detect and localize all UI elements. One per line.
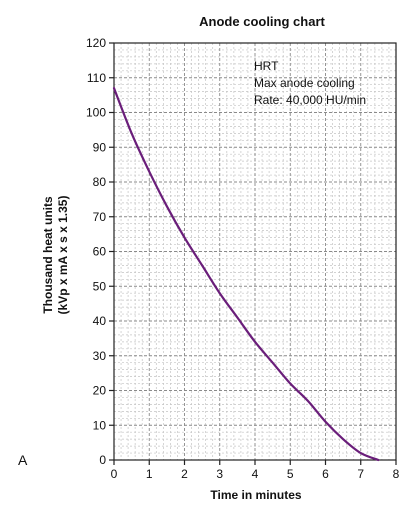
y-tick-label: 120 [86, 36, 106, 50]
y-tick-label: 70 [93, 210, 107, 224]
annotation-line-1: HRT [254, 59, 279, 73]
x-tick-label: 2 [181, 467, 188, 481]
x-tick-label: 3 [216, 467, 223, 481]
x-tick-label: 8 [393, 467, 400, 481]
x-tick-label: 5 [287, 467, 294, 481]
y-tick-label: 20 [93, 384, 107, 398]
annotation-box: HRT Max anode cooling Rate: 40,000 HU/mi… [254, 59, 366, 107]
y-tick-label: 110 [87, 71, 106, 85]
y-tick-label: 80 [93, 175, 107, 189]
series [112, 87, 380, 462]
y-tick-label: 60 [93, 245, 107, 259]
x-axis-label: Time in minutes [210, 488, 301, 502]
grid [113, 42, 397, 461]
x-tick-label: 0 [111, 467, 118, 481]
y-tick-label: 90 [93, 140, 107, 154]
y-axis-label-line-2: (kVp x mA x s x 1.35) [56, 196, 70, 315]
y-tick-label: 100 [86, 106, 106, 120]
annotation-line-2: Max anode cooling [254, 76, 355, 90]
y-tick-label: 30 [93, 349, 107, 363]
y-axis-label: Thousand heat units (kVp x mA x s x 1.35… [41, 196, 70, 315]
cooling-curve-0 [112, 87, 380, 462]
chart-title: Anode cooling chart [199, 14, 325, 29]
x-tick-label: 1 [146, 467, 153, 481]
x-tick-label: 4 [252, 467, 259, 481]
y-tick-label: 10 [93, 418, 107, 432]
y-tick-label: 40 [93, 314, 107, 328]
y-tick-label: 50 [93, 279, 107, 293]
axes [109, 42, 397, 465]
tick-labels: 0 10 20 30 40 50 60 70 80 90 100 110 120 0 1 2 3 4 5 6 7 8 [86, 36, 400, 481]
y-axis-label-line-1: Thousand heat units [41, 196, 55, 314]
annotation-line-3: Rate: 40,000 HU/min [254, 93, 366, 107]
x-tick-label: 7 [357, 467, 364, 481]
x-tick-label: 6 [322, 467, 329, 481]
panel-label: A [18, 452, 28, 468]
y-tick-label: 0 [99, 453, 106, 467]
